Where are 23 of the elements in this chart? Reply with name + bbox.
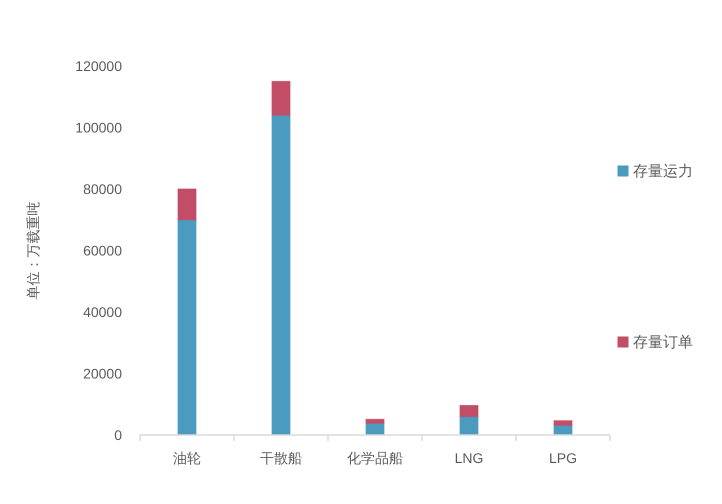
bar [554,420,572,426]
y-tick-label: 120000 [75,58,122,74]
bar [460,404,478,418]
y-tick-label: 20000 [83,366,122,382]
y-tick-label: 80000 [83,181,122,197]
bar [272,80,290,116]
x-tick-label: 化学品船 [347,450,403,466]
bar [272,114,290,436]
bar [178,188,196,220]
legend-label: 存量运力 [633,163,693,180]
y-tick-label: 40000 [83,304,122,320]
bar [460,416,478,436]
x-tick-label: 干散船 [260,450,302,466]
x-tick-label: LPG [548,450,578,466]
x-tick-label: LNG [454,450,484,466]
bar [178,219,196,436]
legend-label: 存量订单 [633,334,693,351]
y-tick-label: 100000 [75,120,122,136]
x-tick-label: 油轮 [173,450,201,466]
y-tick-label: 60000 [83,242,122,258]
y-axis-title: 单位：万载重吨 [25,202,41,300]
bar [366,418,384,424]
y-tick-label: 0 [114,427,122,443]
